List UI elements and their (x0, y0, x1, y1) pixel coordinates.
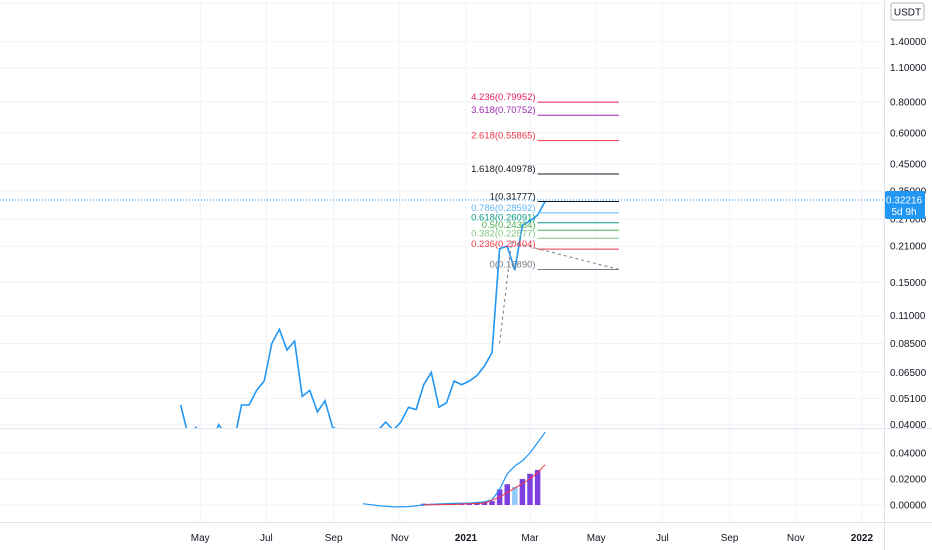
price-axis-tick-label: 0.80000 (890, 98, 927, 109)
price-axis-tick-label: 0.06500 (890, 368, 927, 379)
indicator-line-red (423, 464, 546, 506)
time-axis-tick-label: 2021 (455, 533, 478, 544)
fib-extension-drawing[interactable]: 4.236(0.79952) 3.618(0.70752) 2.618(0.5586… (471, 92, 620, 344)
current-price-badge (885, 190, 925, 219)
fib-level-label: 4.236(0.79952) (471, 92, 535, 103)
fib-level-label: 2.618(0.55865) (471, 131, 535, 142)
price-series-line (179, 201, 546, 428)
price-axis-tick-label: 1.10000 (890, 63, 927, 74)
fib-level-label: 0.236(0.20404) (471, 239, 535, 250)
indicator-axis-tick-label: 0.04000 (890, 449, 927, 460)
indicator-bar (534, 469, 541, 505)
indicator-bar (527, 473, 533, 505)
trend-line[interactable] (499, 241, 620, 344)
price-axis-tick-label: 0.04000 (890, 420, 927, 431)
price-axis-tick-label: 0.08500 (890, 339, 927, 350)
price-axis-tick-label: 0.05100 (890, 394, 927, 405)
time-axis-tick-label: Sep (325, 533, 343, 544)
price-panel (0, 199, 884, 428)
time-axis-tick-label: Jul (656, 533, 669, 544)
time-axis-tick-label: 2022 (851, 533, 874, 544)
grid-lines (0, 0, 884, 522)
fib-level-label: 0.786(0.28592) (471, 203, 535, 214)
time-axis-tick-label: May (191, 533, 210, 544)
time-axis-tick-label: Nov (787, 533, 805, 544)
fib-level-label: 0.618(0.26091) (471, 213, 535, 224)
fib-level-label: 3.618(0.70752) (471, 105, 535, 116)
indicator-bar (504, 484, 510, 505)
unit-badge-text: USDT (894, 8, 921, 19)
price-axis-tick-label: 0.45000 (890, 159, 927, 170)
indicator-bar (420, 503, 427, 505)
current-price-value: 0.32216 (886, 195, 923, 206)
indicator-line-blue (362, 431, 546, 508)
price-axis-tick-label: 1.40000 (890, 37, 927, 48)
fib-level-label: 0.382(0.22577) (471, 228, 535, 239)
fib-level-label: 0.5(0.24334) (482, 220, 536, 231)
time-axis-tick-label: Nov (391, 533, 409, 544)
time-axis-tick-label: Jul (260, 533, 273, 544)
price-axis-tick-label: 0.60000 (890, 128, 927, 139)
time-axis-tick-label: Mar (521, 533, 539, 544)
time-axis-tick-label: Sep (721, 533, 739, 544)
indicator-axis-tick-label: 0.02000 (890, 475, 927, 486)
indicator-bar (512, 486, 518, 505)
unit-badge[interactable] (890, 2, 925, 21)
price-axis-tick-label: 0.21000 (890, 242, 927, 253)
fib-level-label: 0(0.16890) (490, 260, 536, 271)
indicator-bar (519, 479, 526, 505)
indicator-bar (489, 501, 495, 505)
price-countdown: 5d 9h (891, 207, 916, 218)
time-axis-tick-label: May (587, 533, 606, 544)
fib-level-label: 1(0.31777) (490, 191, 536, 202)
indicator-axis-tick-label: 0.00000 (890, 501, 927, 512)
price-axis-tick-label: 0.27000 (890, 215, 927, 226)
price-axis-tick-label: 0.11000 (890, 311, 926, 322)
fib-level-label: 1.618(0.40978) (471, 164, 535, 175)
price-axis-tick-label: 0.15000 (890, 278, 927, 289)
indicator-panel (362, 431, 546, 508)
